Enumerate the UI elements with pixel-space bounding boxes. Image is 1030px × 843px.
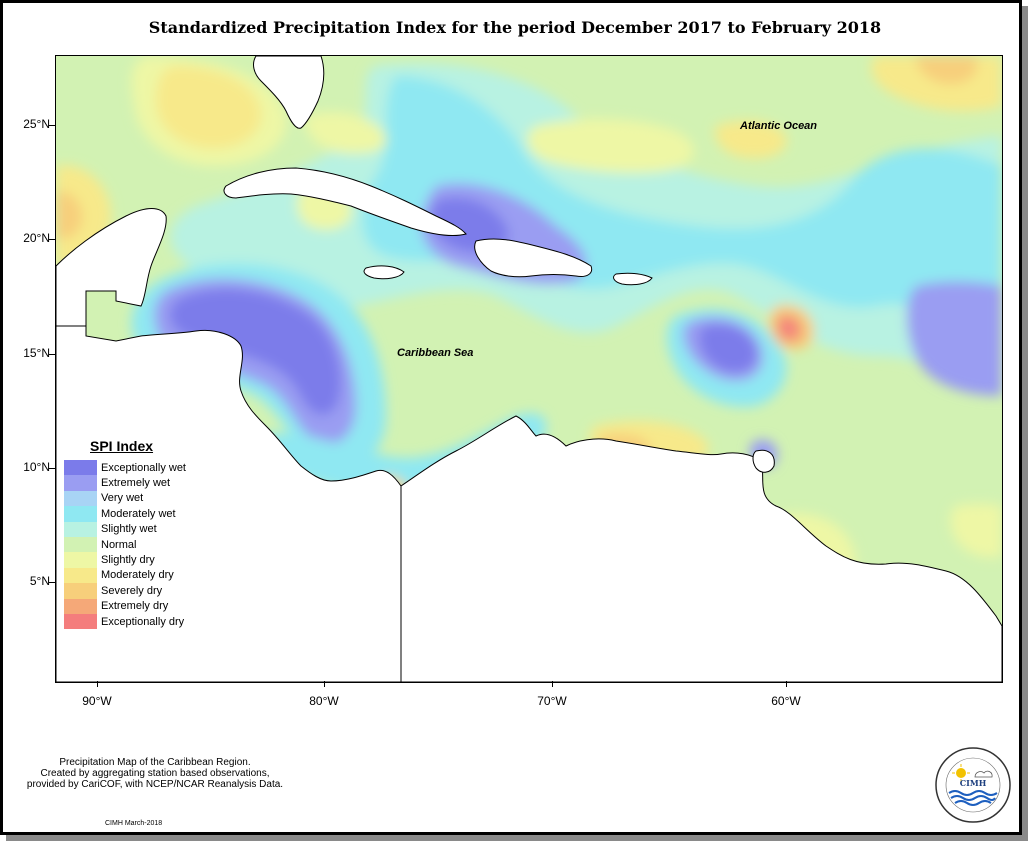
legend-swatch [64, 567, 97, 584]
legend-item: Moderately dry [64, 567, 214, 584]
legend-swatch [64, 598, 97, 614]
legend-title: SPI Index [90, 438, 154, 454]
cimh-logo-icon [935, 747, 1011, 823]
legend-item: Exceptionally wet [64, 460, 214, 476]
legend-label: Moderately dry [101, 569, 174, 582]
lat-tick-mark [49, 354, 55, 355]
map-description: Precipitation Map of the Caribbean Regio… [10, 757, 300, 790]
legend-label: Severely dry [101, 584, 163, 597]
legend-label: Extremely wet [101, 477, 171, 490]
legend-item: Extremely wet [64, 475, 214, 491]
legend-item: Very wet [64, 490, 214, 507]
lat-tick-mark [49, 125, 55, 126]
legend-swatch [64, 552, 97, 568]
lat-tick-mark [49, 582, 55, 583]
lat-tick-label: 20°N [23, 231, 50, 245]
legend-item: Normal [64, 536, 214, 553]
map-title: Standardized Precipitation Index for the… [148, 18, 882, 37]
legend-swatch [64, 613, 97, 630]
cimh-logo: CIMH [933, 745, 1013, 830]
lat-tick-label: 10°N [23, 460, 50, 474]
spi-legend: SPI Index Exceptionally wet Extremely wet… [64, 438, 214, 630]
atlantic-ocean-label: Atlantic Ocean [740, 120, 818, 132]
credit-text: CIMH March-2018 [105, 820, 163, 827]
lon-tick-mark [786, 681, 787, 687]
lat-tick-mark [49, 239, 55, 240]
lon-tick-mark [552, 681, 553, 687]
legend-swatch [64, 506, 97, 522]
spi-field [56, 56, 1002, 682]
legend-item: Slightly dry [64, 552, 214, 568]
spi-map [55, 55, 1003, 683]
lat-tick-mark [49, 468, 55, 469]
lat-tick-label: 15°N [23, 346, 50, 360]
lon-tick-label: 80°W [309, 694, 339, 708]
legend-label: Extremely dry [101, 600, 169, 613]
legend-label: Normal [101, 538, 137, 551]
lat-tick-label: 25°N [23, 117, 50, 131]
footer-line: Precipitation Map of the Caribbean Regio… [59, 757, 251, 768]
lon-tick-label: 90°W [82, 694, 112, 708]
legend-label: Very wet [101, 492, 144, 505]
legend-item: Extremely dry [64, 598, 214, 614]
legend-item: Severely dry [64, 583, 214, 599]
legend-label: Moderately wet [101, 507, 176, 520]
legend-item: Slightly wet [64, 521, 214, 537]
legend-swatch [64, 475, 97, 491]
legend-item: Moderately wet [64, 506, 214, 522]
legend-swatch [64, 521, 97, 537]
lat-tick-label: 5°N [29, 574, 50, 588]
lon-tick-label: 60°W [771, 694, 801, 708]
lon-tick-label: 70°W [537, 694, 567, 708]
legend-swatch [64, 490, 97, 507]
footer-line: Created by aggregating station based obs… [40, 768, 270, 779]
legend-label: Slightly dry [101, 554, 155, 567]
legend-label: Slightly wet [101, 523, 157, 536]
legend-swatch [64, 583, 97, 599]
logo-text: CIMH [959, 778, 987, 788]
legend-label: Exceptionally wet [101, 461, 186, 474]
caribbean-sea-label: Caribbean Sea [397, 347, 474, 359]
legend-rows: Exceptionally wet Extremely wet Very wet Mo… [64, 460, 214, 630]
footer-line: provided by CariCOF, with NCEP/NCAR Rean… [26, 779, 284, 790]
lon-tick-mark [97, 681, 98, 687]
legend-item: Exceptionally dry [64, 613, 214, 630]
legend-swatch [64, 460, 97, 476]
legend-swatch [64, 536, 97, 553]
legend-label: Exceptionally dry [101, 615, 185, 628]
lon-tick-mark [324, 681, 325, 687]
